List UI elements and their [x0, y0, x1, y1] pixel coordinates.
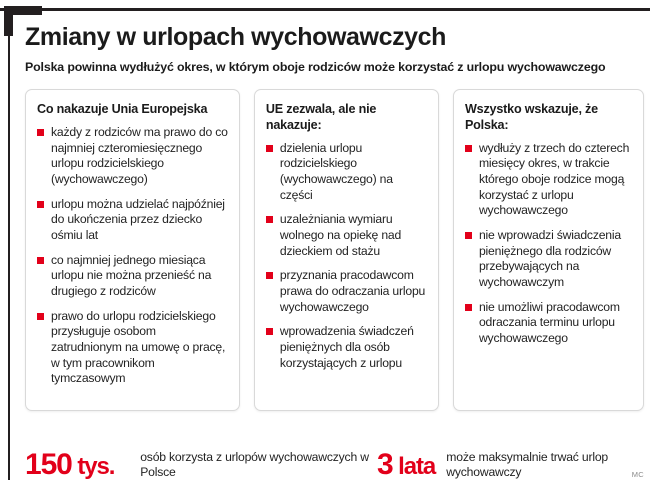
list-item: wydłuży z trzech do czterech miesięcy ok…	[464, 140, 632, 219]
card-poland-outlook: Wszystko wskazuje, że Polska: wydłuży z …	[452, 88, 644, 411]
list-item-label: uzależniania wymiaru wolnego na opiekę n…	[279, 212, 402, 258]
list-item: przyznania pracodawcom prawa do odraczan…	[265, 268, 427, 315]
list-item: prawo do urlopu rodzicielskiego przysług…	[37, 309, 228, 387]
square-bullet-icon	[37, 256, 44, 264]
square-bullet-icon	[37, 312, 44, 320]
statistic-figure: 3 lata	[377, 450, 446, 480]
list-item: dzielenia urlopu rodzicielskiego (wychow…	[265, 140, 427, 204]
card-title: UE zezwala, ale nie nakazuje:	[265, 101, 377, 132]
square-bullet-icon	[265, 144, 273, 152]
card-eu-permissions: UE zezwala, ale nie nakazuje: dzielenia …	[253, 88, 439, 411]
statistic-number: 150	[25, 448, 73, 482]
square-bullet-icon	[37, 200, 44, 208]
bullet-list: każdy z rodziców ma prawo do co najmniej…	[37, 125, 228, 387]
list-item-label: urlopu można udzielać najpóźniej do ukoń…	[51, 196, 225, 242]
list-item-label: wydłuży z trzech do czterech miesięcy ok…	[478, 140, 630, 218]
card-eu-requirements: Co nakazuje Unia Europejska każdy z rodz…	[25, 88, 240, 411]
square-bullet-icon	[265, 216, 273, 224]
list-item: co najmniej jednego miesiąca urlopu nie …	[37, 253, 228, 300]
square-bullet-icon	[37, 128, 44, 136]
list-item-label: każdy z rodziców ma prawo do co najmniej…	[51, 124, 228, 186]
square-bullet-icon	[265, 328, 273, 336]
frame-left-rule	[8, 30, 10, 480]
list-item-label: nie wprowadzi świadczenia pieniężnego dl…	[478, 228, 621, 290]
square-bullet-icon	[265, 272, 273, 280]
square-bullet-icon	[464, 303, 472, 311]
list-item: nie wprowadzi świadczenia pieniężnego dl…	[464, 228, 632, 291]
list-item: każdy z rodziców ma prawo do co najmniej…	[37, 125, 228, 188]
statistic-max-duration: 3 lata może maksymalnie trwać urlop wych…	[377, 450, 627, 481]
statistic-caption: osób korzysta z urlopów wychowawczych w …	[140, 449, 369, 480]
statistics-row: 150 tys. osób korzysta z urlopów wychowa…	[25, 450, 644, 481]
list-item: wprowadzenia świadczeń pieniężnych dla o…	[265, 324, 427, 371]
square-bullet-icon	[464, 144, 472, 152]
list-item: nie umożliwi pracodawcom odraczania term…	[464, 299, 632, 347]
statistic-unit: tys.	[71, 453, 115, 481]
list-item-label: nie umożliwi pracodawcom odraczania term…	[478, 299, 620, 346]
page-title: Zmiany w urlopach wychowawczych	[25, 23, 447, 51]
list-item-label: przyznania pracodawcom prawa do odraczan…	[279, 268, 426, 314]
list-item: uzależniania wymiaru wolnego na opiekę n…	[265, 212, 427, 259]
frame-top-rule	[0, 8, 650, 11]
statistic-figure: 150 tys.	[25, 450, 140, 480]
statistic-caption: może maksymalnie trwać urlop wychowawczy	[446, 449, 608, 480]
card-title: Co nakazuje Unia Europejska	[37, 101, 208, 116]
statistic-unit: lata	[392, 453, 436, 481]
list-item-label: prawo do urlopu rodzicielskiego przysług…	[51, 308, 226, 386]
statistic-number: 3	[377, 448, 394, 482]
square-bullet-icon	[464, 232, 472, 240]
page-subtitle: Polska powinna wydłużyć okres, w którym …	[25, 60, 606, 75]
cards-row: Co nakazuje Unia Europejska każdy z rodz…	[25, 88, 644, 411]
bullet-list: wydłuży z trzech do czterech miesięcy ok…	[464, 140, 632, 347]
list-item-label: dzielenia urlopu rodzicielskiego (wychow…	[279, 140, 393, 202]
bullet-list: dzielenia urlopu rodzicielskiego (wychow…	[265, 140, 427, 372]
frame-corner-bracket-icon	[4, 6, 42, 36]
author-credit: MC	[631, 470, 644, 479]
statistic-leave-users: 150 tys. osób korzysta z urlopów wychowa…	[25, 450, 377, 481]
card-title: Wszystko wskazuje, że Polska:	[464, 101, 598, 132]
list-item: urlopu można udzielać najpóźniej do ukoń…	[37, 197, 228, 244]
infographic-sheet: Zmiany w urlopach wychowawczych Polska p…	[22, 18, 644, 483]
list-item-label: co najmniej jednego miesiąca urlopu nie …	[51, 252, 212, 298]
list-item-label: wprowadzenia świadczeń pieniężnych dla o…	[279, 324, 414, 370]
